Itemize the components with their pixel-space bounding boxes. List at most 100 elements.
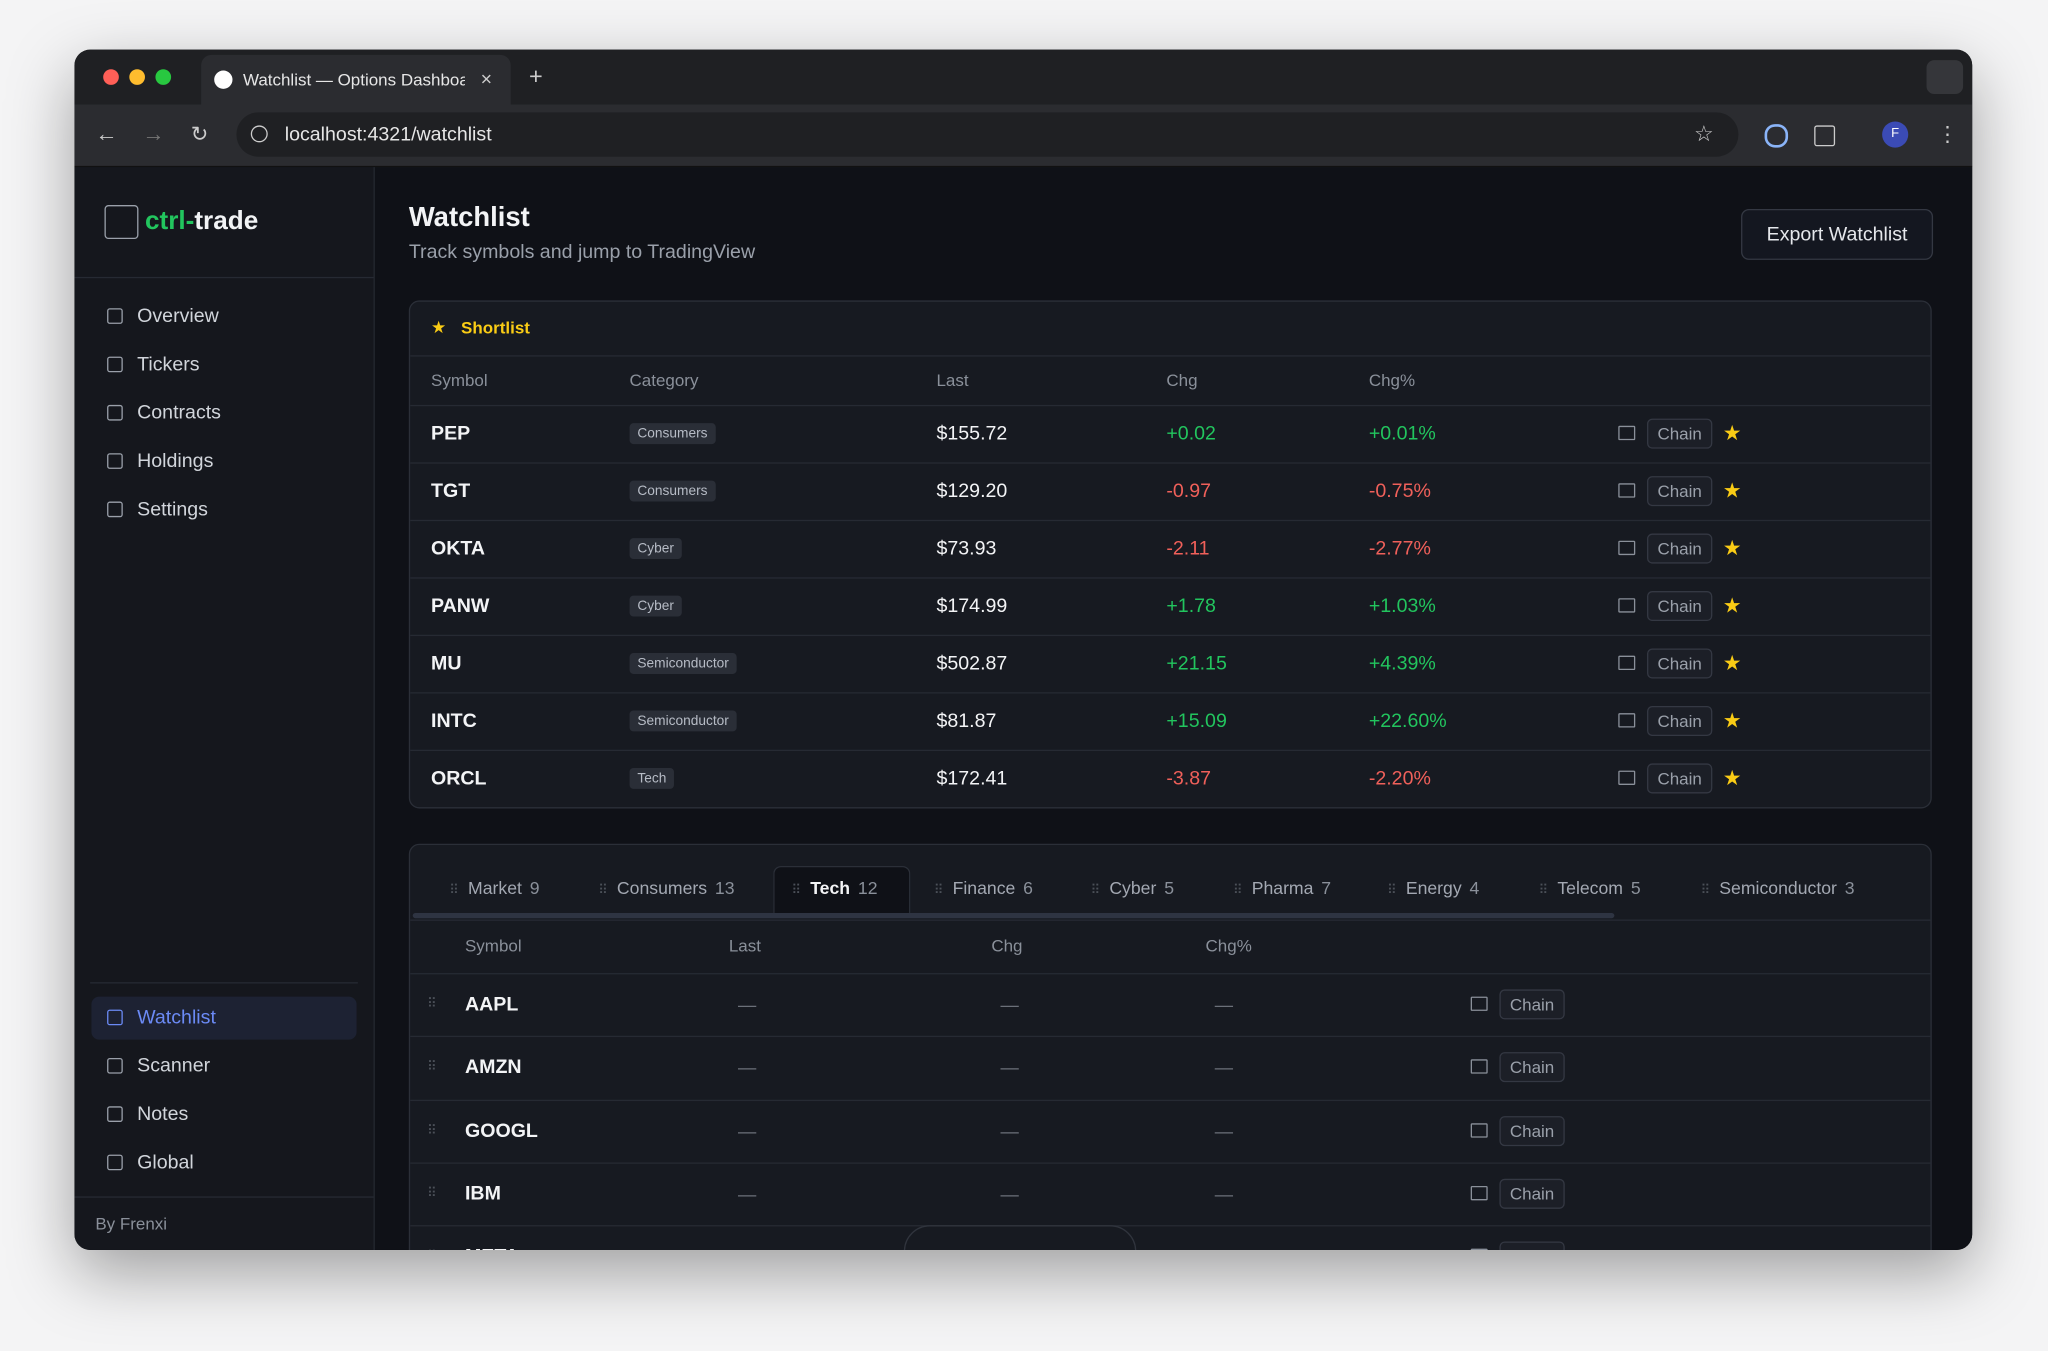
divider bbox=[410, 355, 1931, 357]
chain-button[interactable]: Chain bbox=[1499, 1115, 1565, 1146]
symbol[interactable]: PEP bbox=[431, 422, 471, 445]
nav-item[interactable]: Notes bbox=[137, 1103, 189, 1126]
star-toggle[interactable]: ★ bbox=[1722, 595, 1742, 618]
chart-icon[interactable] bbox=[1618, 598, 1636, 613]
last-price: $73.93 bbox=[936, 537, 997, 560]
nav-item[interactable]: Contracts bbox=[137, 401, 221, 424]
chain-button[interactable]: Chain bbox=[1647, 533, 1713, 564]
chart-icon[interactable] bbox=[1618, 770, 1636, 785]
chain-button[interactable]: Chain bbox=[1499, 1052, 1565, 1083]
chart-icon[interactable] bbox=[1470, 1248, 1488, 1250]
chain-button[interactable]: Chain bbox=[1499, 989, 1565, 1020]
symbol[interactable]: OKTA bbox=[431, 537, 486, 560]
chain-button[interactable]: Chain bbox=[1647, 648, 1713, 679]
drag-handle[interactable]: ⠿ bbox=[427, 1060, 437, 1075]
min-dot[interactable] bbox=[129, 69, 145, 85]
nav-item[interactable]: Holdings bbox=[137, 449, 214, 473]
star-toggle[interactable]: ★ bbox=[1722, 710, 1742, 733]
extension[interactable] bbox=[1764, 124, 1789, 148]
group-tab[interactable]: ⠿ Finance 6 bbox=[934, 878, 1033, 898]
chart-icon[interactable] bbox=[1618, 483, 1636, 498]
reload[interactable]: ↻ bbox=[190, 124, 209, 147]
chart-icon[interactable] bbox=[1618, 425, 1636, 441]
placeholder: — bbox=[1000, 993, 1019, 1015]
chain-button[interactable]: Chain bbox=[1647, 418, 1713, 449]
symbol[interactable]: PANW bbox=[431, 594, 490, 618]
nav-item[interactable]: Global bbox=[137, 1151, 194, 1174]
chart-icon[interactable] bbox=[1470, 1185, 1488, 1201]
chart-icon[interactable] bbox=[1618, 540, 1636, 556]
symbol[interactable]: AAPL bbox=[464, 993, 519, 1016]
chart-icon[interactable] bbox=[1470, 1059, 1488, 1075]
nav-item[interactable]: Tickers bbox=[137, 353, 200, 376]
brand[interactable]: ctrl-trade bbox=[145, 207, 258, 237]
chart-icon[interactable] bbox=[1618, 655, 1636, 671]
chain-button[interactable]: Chain bbox=[1647, 763, 1713, 794]
drag-handle[interactable]: ⠿ bbox=[427, 997, 437, 1012]
star-toggle[interactable]: ★ bbox=[1722, 480, 1742, 503]
symbol[interactable]: ORCL bbox=[431, 767, 487, 790]
nav-item[interactable]: Overview bbox=[137, 304, 219, 328]
group-tab[interactable]: ⠿ Pharma 7 bbox=[1233, 878, 1331, 898]
extensions[interactable] bbox=[1814, 125, 1836, 147]
symbol[interactable]: META bbox=[465, 1246, 519, 1250]
new-tab[interactable]: + bbox=[528, 63, 543, 90]
chart-icon[interactable] bbox=[1470, 996, 1488, 1011]
row-divider bbox=[410, 519, 1931, 522]
symbol[interactable]: IBM bbox=[464, 1182, 501, 1205]
group-tab[interactable]: ⠿ Telecom 5 bbox=[1539, 878, 1641, 898]
column-header: Chg% bbox=[1368, 370, 1416, 390]
tab-close[interactable]: × bbox=[480, 68, 493, 91]
tab-menu[interactable] bbox=[1926, 60, 1964, 95]
star-toggle[interactable]: ★ bbox=[1722, 653, 1742, 676]
symbol[interactable]: AMZN bbox=[464, 1056, 522, 1079]
export-button[interactable]: Export Watchlist bbox=[1741, 208, 1934, 260]
change: -2.11 bbox=[1166, 537, 1210, 560]
drag-handle[interactable]: ⠿ bbox=[427, 1123, 437, 1138]
card-title: Shortlist bbox=[461, 318, 530, 338]
symbol[interactable]: MU bbox=[431, 652, 462, 675]
forward[interactable]: → bbox=[142, 121, 165, 147]
drag-handle[interactable]: ⠿ bbox=[427, 1186, 437, 1201]
close-dot[interactable] bbox=[103, 69, 119, 85]
chain-button[interactable]: Chain bbox=[1647, 591, 1713, 622]
bookmark[interactable]: ☆ bbox=[1694, 121, 1714, 147]
brand-prefix: ctrl- bbox=[144, 207, 195, 236]
omnibox[interactable]: localhost:4321/watchlist ☆ bbox=[236, 112, 1739, 157]
column-header: Symbol bbox=[464, 935, 522, 956]
active-tab[interactable]: Watchlist — Options Dashboa × bbox=[201, 54, 511, 105]
chain-button[interactable]: Chain bbox=[1647, 705, 1713, 736]
chain-button[interactable]: Chain bbox=[1499, 1241, 1565, 1250]
site-info[interactable] bbox=[250, 125, 268, 143]
symbol[interactable]: GOOGL bbox=[464, 1119, 538, 1142]
shortlist-card: ★ Shortlist Symbol Category Last Chg Chg% PEP Co… bbox=[408, 300, 1932, 809]
star-toggle[interactable]: ★ bbox=[1722, 767, 1742, 791]
star-toggle[interactable]: ★ bbox=[1722, 423, 1742, 446]
chart-icon[interactable] bbox=[1618, 713, 1636, 728]
symbol[interactable]: TGT bbox=[431, 479, 471, 503]
star-toggle[interactable]: ★ bbox=[1722, 538, 1742, 561]
page-subtitle: Track symbols and jump to TradingView bbox=[408, 240, 756, 264]
column-header: Chg bbox=[1166, 370, 1198, 390]
row-divider bbox=[410, 1162, 1931, 1164]
chain-button[interactable]: Chain bbox=[1647, 476, 1713, 507]
group-tab[interactable]: ⠿ Tech 12 bbox=[792, 878, 878, 898]
group-tab[interactable]: ⠿ Cyber 5 bbox=[1091, 878, 1174, 898]
back[interactable]: ← bbox=[95, 121, 118, 147]
menu[interactable]: ⋮ bbox=[1936, 124, 1958, 147]
nav-item[interactable]: Watchlist bbox=[137, 1006, 216, 1029]
nav-item[interactable]: Settings bbox=[137, 498, 208, 521]
symbol[interactable]: INTC bbox=[431, 709, 477, 733]
profile[interactable]: F bbox=[1882, 121, 1909, 148]
chain-button[interactable]: Chain bbox=[1499, 1178, 1565, 1209]
tab-name: Telecom bbox=[1557, 878, 1623, 898]
nav-icon bbox=[107, 356, 123, 373]
nav-item[interactable]: Scanner bbox=[137, 1054, 211, 1077]
group-tab[interactable]: ⠿ Semiconductor 3 bbox=[1701, 878, 1855, 898]
group-tab[interactable]: ⠿ Consumers 13 bbox=[598, 878, 734, 898]
group-tab[interactable]: ⠿ Energy 4 bbox=[1387, 878, 1479, 898]
chart-icon[interactable] bbox=[1470, 1122, 1488, 1138]
placeholder: — bbox=[737, 1057, 757, 1078]
group-tab[interactable]: ⠿ Market 9 bbox=[449, 878, 539, 898]
max-dot[interactable] bbox=[155, 69, 172, 85]
